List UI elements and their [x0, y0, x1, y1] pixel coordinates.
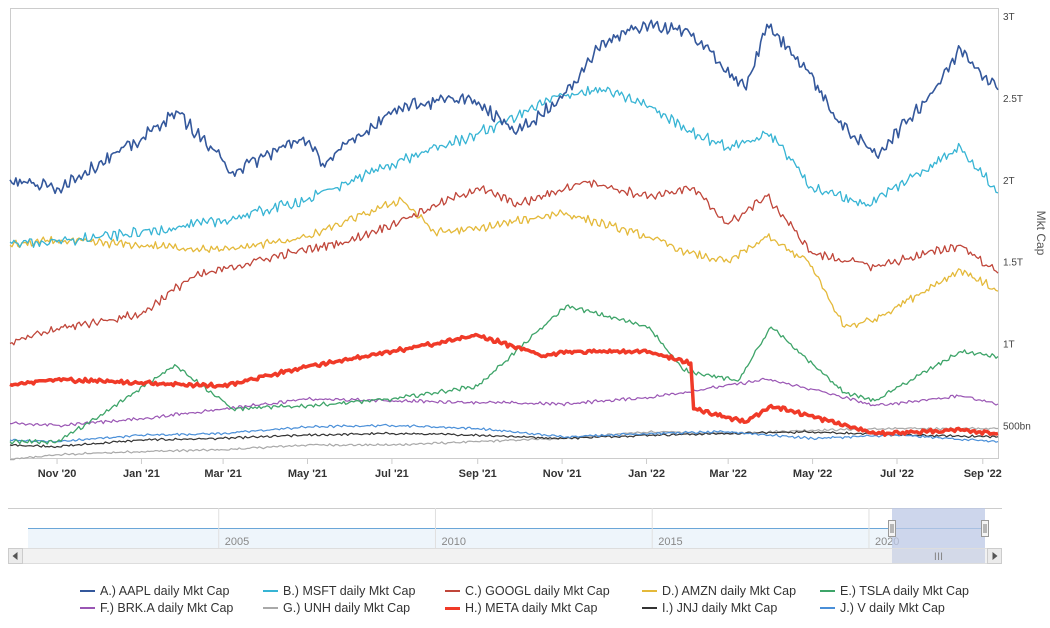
navigator-years: 2005 2010 2015 2020 [218, 508, 899, 548]
x-tick-label: Mar '21 [204, 468, 241, 480]
legend-item-e[interactable]: E.) TSLA daily Mkt Cap [820, 584, 980, 598]
y-axis-title: Mkt Cap [1034, 211, 1048, 256]
legend-swatch [445, 590, 460, 592]
x-axis-ticks: Nov '20 Jan '21 Mar '21 May '21 Jul '21 Sep '… [38, 458, 1002, 480]
x-tick-label: Jul '21 [375, 468, 409, 480]
legend-item-g[interactable]: G.) UNH daily Mkt Cap [263, 601, 445, 615]
legend-swatch [642, 590, 657, 592]
y-tick-label: 3T [1003, 12, 1015, 23]
x-tick-label: Nov '20 [38, 468, 77, 480]
x-tick-label: Nov '21 [543, 468, 582, 480]
legend-label: D.) AMZN daily Mkt Cap [662, 584, 797, 598]
plot-area-border [10, 8, 999, 459]
navigator-year-label: 2015 [658, 536, 682, 548]
x-tick-label: May '22 [793, 468, 832, 480]
navigator-year-label: 2010 [441, 536, 465, 548]
x-tick-label: Jan '22 [628, 468, 665, 480]
legend-swatch [80, 590, 95, 592]
series-line-h[interactable] [9, 332, 999, 437]
y-axis-ticks: 500bn 1T 1.5T 2T 2.5T 3T [1003, 12, 1031, 432]
navigator-scrollbar[interactable]: III [8, 548, 1002, 564]
x-tick-label: Sep '22 [964, 468, 1002, 480]
x-tick-label: Mar '22 [709, 468, 746, 480]
y-tick-label: 1T [1003, 339, 1015, 350]
arrow-right-icon [992, 552, 998, 560]
legend-swatch [445, 606, 460, 610]
x-tick-label: May '21 [288, 468, 327, 480]
scrollbar-thumb[interactable] [892, 549, 985, 563]
legend-label: G.) UNH daily Mkt Cap [283, 601, 411, 615]
legend-label: E.) TSLA daily Mkt Cap [840, 584, 969, 598]
legend-item-b[interactable]: B.) MSFT daily Mkt Cap [263, 584, 445, 598]
x-tick-label: Sep '21 [459, 468, 497, 480]
scrollbar-grip: III [934, 551, 943, 563]
legend-label: H.) META daily Mkt Cap [465, 601, 598, 615]
x-tick-label: Jul '22 [880, 468, 914, 480]
legend-label: F.) BRK.A daily Mkt Cap [100, 601, 234, 615]
y-tick-label: 1.5T [1003, 258, 1023, 269]
series-layer [9, 19, 999, 461]
legend-item-c[interactable]: C.) GOOGL daily Mkt Cap [445, 584, 642, 598]
legend-swatch [820, 590, 835, 592]
legend-item-h[interactable]: H.) META daily Mkt Cap [445, 601, 642, 615]
legend-item-a[interactable]: A.) AAPL daily Mkt Cap [80, 584, 263, 598]
navigator-left-handle[interactable] [888, 520, 896, 537]
legend-label: C.) GOOGL daily Mkt Cap [465, 584, 610, 598]
series-line-j[interactable] [9, 423, 999, 443]
series-line-f[interactable] [10, 377, 999, 428]
scrollbar-track[interactable] [8, 548, 1002, 564]
navigator-selected-range[interactable] [892, 508, 985, 548]
y-tick-label: 2T [1003, 176, 1015, 187]
legend-swatch [80, 607, 95, 609]
legend-label: J.) V daily Mkt Cap [840, 601, 945, 615]
legend-swatch [263, 607, 278, 609]
chart-legend: A.) AAPL daily Mkt Cap B.) MSFT daily Mkt… [80, 583, 1000, 617]
navigator-band [28, 528, 894, 548]
series-line-g[interactable] [10, 426, 998, 461]
legend-swatch [642, 607, 657, 609]
navigator-year-label: 2005 [225, 536, 249, 548]
series-line-e[interactable] [9, 304, 999, 445]
legend-row-2: F.) BRK.A daily Mkt Cap G.) UNH daily Mkt… [80, 600, 1000, 616]
legend-swatch [263, 590, 278, 592]
legend-item-f[interactable]: F.) BRK.A daily Mkt Cap [80, 601, 263, 615]
series-line-i[interactable] [9, 430, 999, 449]
navigator-right-handle[interactable] [981, 520, 989, 537]
x-tick-label: Jan '21 [123, 468, 160, 480]
navigator[interactable]: 2005 2010 2015 2020 [8, 508, 1002, 548]
y-tick-label: 2.5T [1003, 94, 1023, 105]
legend-item-d[interactable]: D.) AMZN daily Mkt Cap [642, 584, 820, 598]
y-tick-label: 500bn [1003, 421, 1031, 432]
arrow-left-icon [12, 552, 18, 560]
legend-swatch [820, 607, 835, 609]
legend-label: I.) JNJ daily Mkt Cap [662, 601, 778, 615]
legend-label: B.) MSFT daily Mkt Cap [283, 584, 416, 598]
series-line-d[interactable] [9, 196, 999, 329]
legend-item-i[interactable]: I.) JNJ daily Mkt Cap [642, 601, 820, 615]
legend-label: A.) AAPL daily Mkt Cap [100, 584, 230, 598]
series-line-c[interactable] [9, 179, 999, 346]
legend-row-1: A.) AAPL daily Mkt Cap B.) MSFT daily Mkt… [80, 583, 1000, 599]
legend-item-j[interactable]: J.) V daily Mkt Cap [820, 601, 980, 615]
series-line-a[interactable] [9, 19, 999, 195]
